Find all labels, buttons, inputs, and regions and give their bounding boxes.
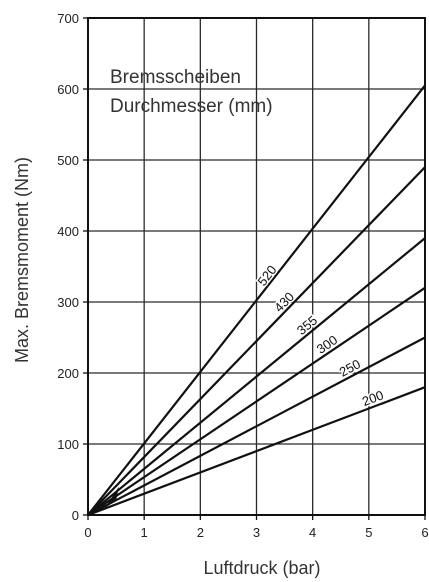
x-tick-label: 1	[141, 525, 148, 540]
x-tick-label: 2	[197, 525, 204, 540]
legend-title-line1: Bremsscheiben	[110, 67, 241, 88]
x-tick-label: 4	[309, 525, 316, 540]
series-label-430: 430	[271, 289, 297, 315]
y-tick-label: 700	[57, 11, 79, 26]
series-line-355	[87, 237, 426, 516]
y-tick-label: 200	[57, 366, 79, 381]
series-line-430	[87, 166, 426, 516]
y-tick-label: 500	[57, 153, 79, 168]
origin-arrow	[104, 486, 119, 508]
series-label-520: 520	[254, 262, 279, 288]
x-tick-label: 3	[253, 525, 260, 540]
y-tick-label: 100	[57, 437, 79, 452]
grid	[87, 17, 426, 516]
series-label-355: 355	[294, 313, 320, 338]
x-tick-label: 5	[365, 525, 372, 540]
y-tick-label: 0	[72, 508, 79, 523]
series-label-200: 200	[360, 387, 386, 409]
y-tick-label: 400	[57, 224, 79, 239]
series-line-250	[87, 336, 426, 516]
legend-title-line2: Durchmesser (mm)	[110, 96, 273, 117]
x-axis-label: Luftdruck (bar)	[203, 558, 320, 578]
series-label-250: 250	[337, 356, 363, 379]
series-line-520	[87, 84, 426, 516]
axes	[83, 17, 426, 520]
y-axis-label: Max. Bremsmoment (Nm)	[12, 157, 32, 363]
series-label-300: 300	[314, 332, 340, 357]
series-line-300	[87, 286, 426, 516]
x-tick-label: 6	[421, 525, 428, 540]
tick-labels: 0 1 2 3 4 5 6 0 100 200 300 400 500 600 700	[57, 11, 428, 540]
y-tick-label: 600	[57, 82, 79, 97]
x-tick-label: 0	[84, 525, 91, 540]
y-tick-label: 300	[57, 295, 79, 310]
series-line-200	[87, 386, 426, 517]
